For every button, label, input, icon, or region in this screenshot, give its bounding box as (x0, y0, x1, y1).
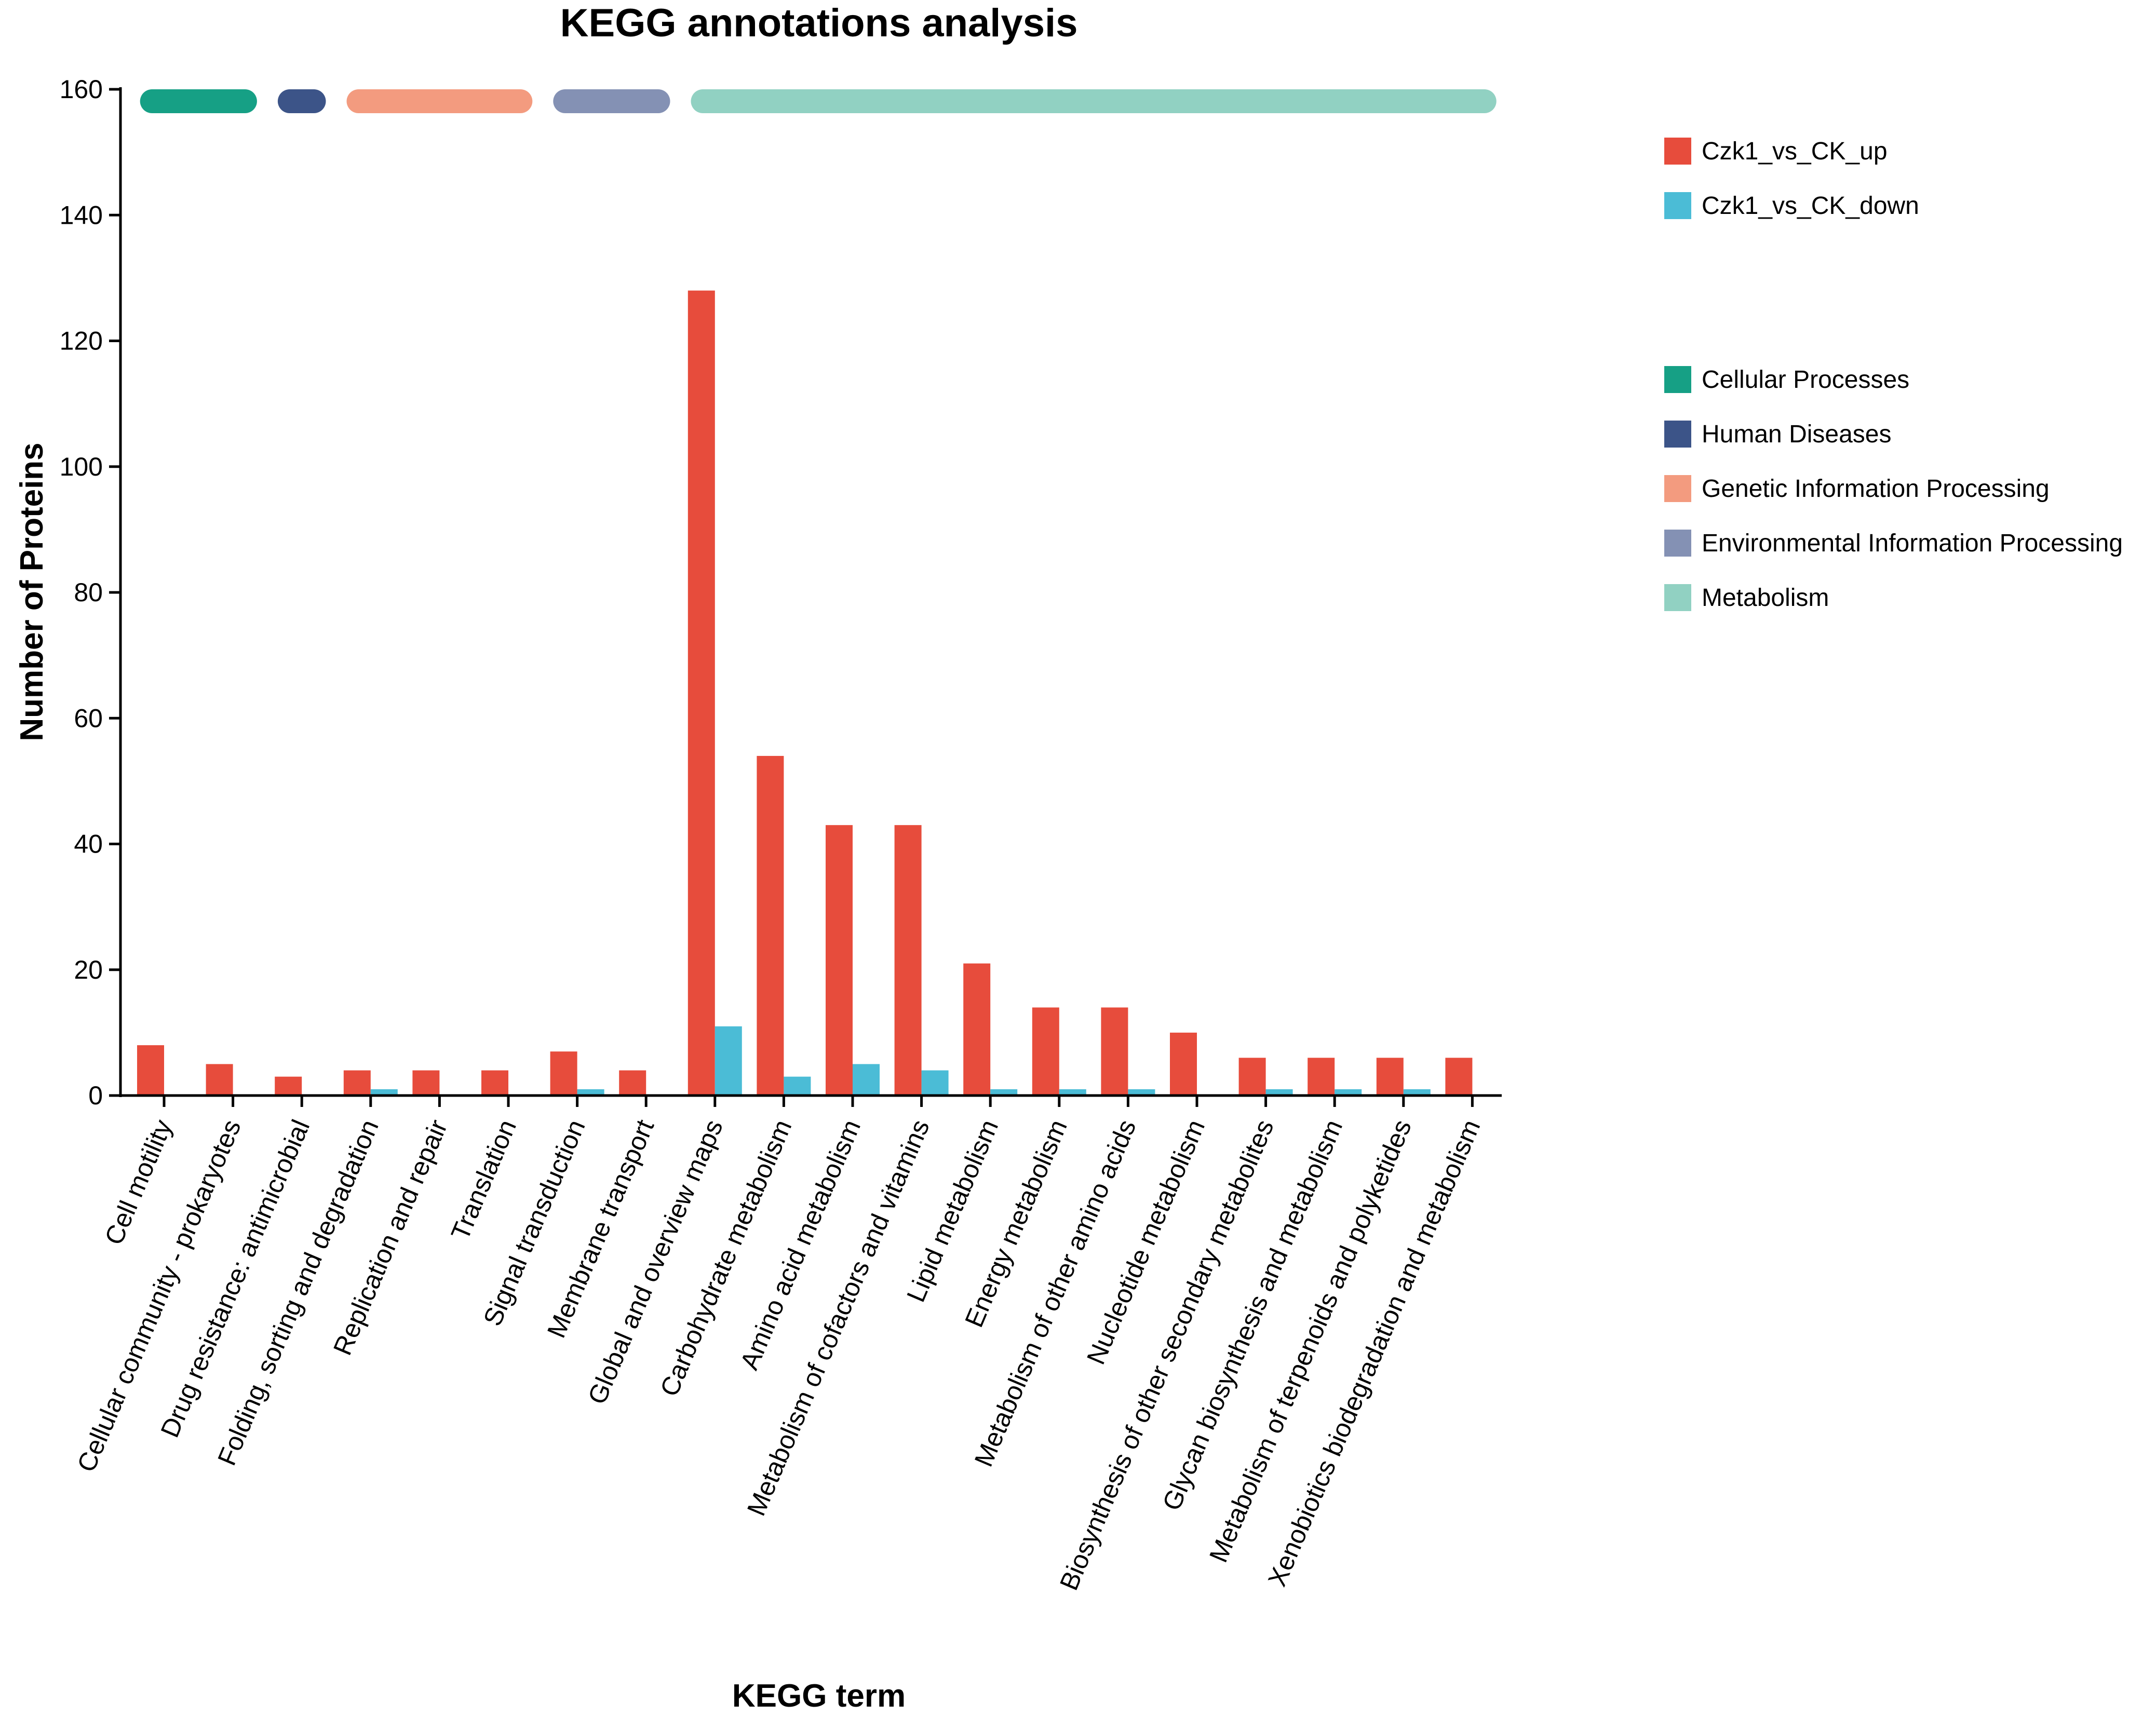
y-axis-title: Number of Proteins (14, 442, 50, 741)
bar-down-14 (1128, 1089, 1155, 1096)
legend-swatch-group-3 (1664, 530, 1691, 557)
y-tick-label-8: 160 (60, 75, 103, 104)
bar-up-14 (1101, 1007, 1128, 1096)
y-tick-label-7: 140 (60, 200, 103, 229)
bar-down-10 (853, 1064, 880, 1096)
legend-label-series-1: Czk1_vs_CK_down (1702, 192, 1919, 220)
bar-down-3 (370, 1089, 398, 1096)
x-tick-label-9: Carbohydrate metabolism (654, 1115, 797, 1400)
bar-up-1 (206, 1064, 233, 1096)
legend-swatch-series-1 (1664, 192, 1691, 219)
y-tick-label-2: 40 (74, 830, 103, 859)
legend-label-group-0: Cellular Processes (1702, 366, 1909, 394)
legend: Czk1_vs_CK_up Czk1_vs_CK_down Cellular Pro… (1664, 138, 2123, 612)
bar-up-10 (826, 825, 853, 1096)
bar-up-2 (275, 1076, 302, 1096)
y-tick-label-6: 120 (60, 327, 103, 356)
bar-down-16 (1265, 1089, 1293, 1096)
legend-label-group-3: Environmental Information Processing (1702, 530, 2123, 557)
group-bar-0 (140, 89, 257, 113)
bar-down-18 (1403, 1089, 1431, 1096)
y-tick-label-5: 100 (60, 452, 103, 481)
group-bar-2 (346, 89, 533, 113)
bar-up-4 (412, 1070, 440, 1096)
legend-label-group-2: Genetic Information Processing (1702, 475, 2050, 503)
bar-up-8 (688, 290, 715, 1096)
bar-up-9 (757, 755, 784, 1096)
bar-down-13 (1059, 1089, 1086, 1096)
bar-down-8 (715, 1026, 742, 1096)
chart-title: KEGG annotations analysis (560, 1, 1078, 45)
bar-down-17 (1335, 1089, 1362, 1096)
bar-up-6 (550, 1051, 577, 1096)
bar-up-7 (619, 1070, 646, 1096)
bar-down-9 (784, 1076, 811, 1096)
bar-up-15 (1170, 1032, 1197, 1096)
legend-swatch-group-4 (1664, 584, 1691, 611)
category-group-bars (140, 89, 1497, 113)
y-tick-label-4: 80 (74, 578, 103, 607)
x-tick-label-5: Translation (446, 1115, 522, 1244)
x-tick-label-8: Global and overview maps (582, 1115, 729, 1408)
bars (137, 290, 1473, 1096)
x-tick-label-0: Cell motility (99, 1115, 178, 1249)
bar-up-16 (1238, 1058, 1266, 1096)
bar-up-19 (1445, 1058, 1473, 1096)
bar-up-18 (1376, 1058, 1404, 1096)
group-bar-4 (691, 89, 1497, 113)
x-axis-title: KEGG term (732, 1678, 906, 1714)
legend-swatch-group-1 (1664, 421, 1691, 448)
bar-up-0 (137, 1045, 164, 1096)
legend-label-group-1: Human Diseases (1702, 421, 1891, 448)
bar-up-13 (1032, 1007, 1059, 1096)
bar-down-6 (577, 1089, 604, 1096)
legend-swatch-group-2 (1664, 475, 1691, 502)
bar-up-12 (963, 963, 991, 1096)
bar-down-12 (990, 1089, 1018, 1096)
legend-swatch-series-0 (1664, 138, 1691, 165)
bar-up-11 (894, 825, 922, 1096)
bar-up-17 (1308, 1058, 1335, 1096)
group-bar-3 (553, 89, 670, 113)
y-tick-label-3: 60 (74, 704, 103, 733)
legend-label-series-0: Czk1_vs_CK_up (1702, 138, 1888, 165)
bar-down-11 (921, 1070, 949, 1096)
y-tick-label-1: 20 (74, 955, 103, 984)
legend-label-group-4: Metabolism (1702, 584, 1829, 612)
group-bar-1 (277, 89, 326, 113)
bar-up-5 (481, 1070, 508, 1096)
legend-swatch-group-0 (1664, 366, 1691, 393)
bar-up-3 (343, 1070, 371, 1096)
y-tick-label-0: 0 (88, 1081, 103, 1110)
